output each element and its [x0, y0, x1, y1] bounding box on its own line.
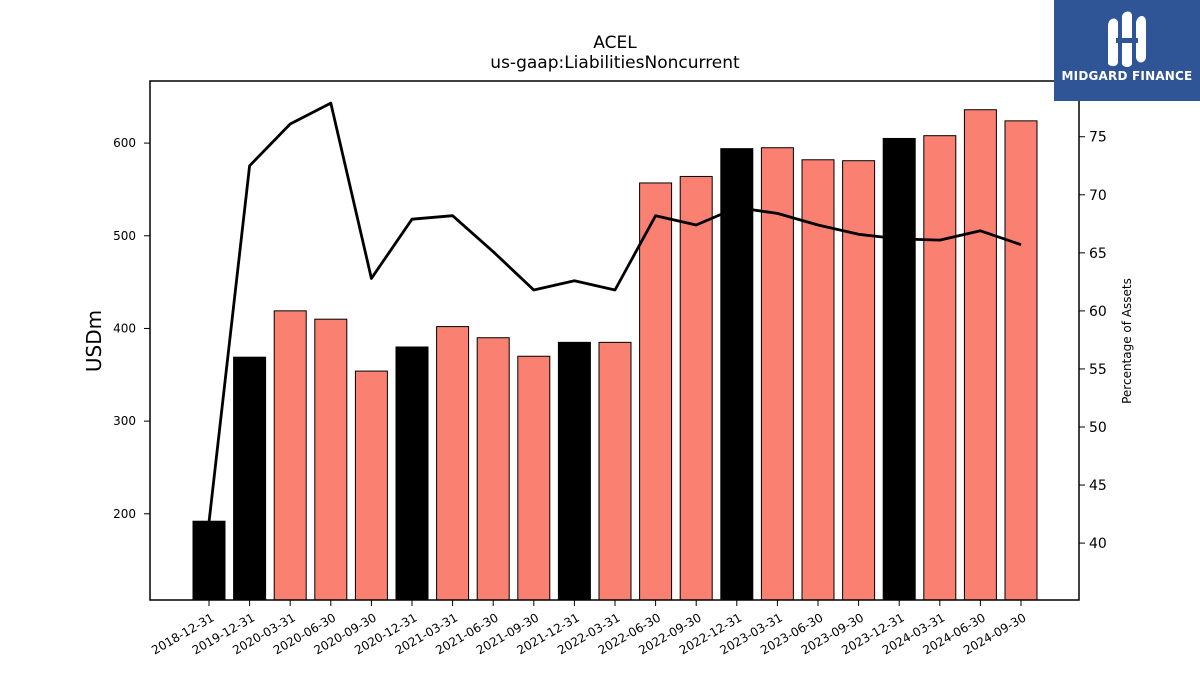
- logo-text: MIDGARD FINANCE: [1061, 69, 1193, 83]
- left-axis: 200 300 400 500 600: [113, 136, 150, 521]
- bar-2024-03-31: [923, 135, 957, 601]
- bar-2024-09-30: [1004, 120, 1038, 601]
- y2-tick-label-65: 65: [1089, 246, 1107, 262]
- logo-mark-icon: [1108, 11, 1146, 67]
- bar-2020-12-31: [395, 346, 429, 601]
- brand-logo: MIDGARD FINANCE: [1054, 0, 1200, 101]
- bar-2020-09-30: [354, 370, 388, 601]
- bar-2023-09-30: [842, 160, 876, 601]
- bar-2018-12-31: [192, 520, 226, 601]
- bar-2021-06-30: [476, 337, 510, 601]
- bar-2022-12-31: [720, 148, 754, 601]
- y2-tick-label-75: 75: [1089, 130, 1107, 146]
- y2-tick-label-55: 55: [1089, 362, 1107, 378]
- chart-title: ACEL: [593, 33, 637, 53]
- y-tick-label-300: 300: [113, 414, 136, 428]
- y-axis-label: USDm: [82, 310, 106, 372]
- y2-tick-label-70: 70: [1089, 188, 1107, 204]
- bar-2022-03-31: [598, 341, 632, 601]
- bar-2023-06-30: [801, 159, 835, 601]
- bar-2019-12-31: [233, 356, 267, 601]
- bar-2020-03-31: [273, 310, 307, 601]
- y-tick-label-500: 500: [113, 229, 136, 243]
- y-tick-label-600: 600: [113, 136, 136, 150]
- y2-tick-label-60: 60: [1089, 304, 1107, 320]
- bar-2021-03-31: [436, 326, 470, 601]
- y2-tick-label-50: 50: [1089, 420, 1107, 436]
- bar-2023-12-31: [882, 137, 916, 601]
- bar-2020-06-30: [314, 318, 348, 601]
- bar-2024-06-30: [963, 109, 997, 601]
- y2-tick-label-40: 40: [1089, 536, 1107, 552]
- y2-axis-label: Percentage of Assets: [1120, 278, 1134, 404]
- chart-subtitle: us-gaap:LiabilitiesNoncurrent: [490, 53, 740, 73]
- y-tick-label-400: 400: [113, 321, 136, 335]
- line-layer: [207, 101, 1022, 523]
- bars-layer: [192, 109, 1038, 601]
- bar-2021-12-31: [557, 341, 591, 601]
- x-axis: 2018-12-312019-12-312020-03-312020-06-30…: [149, 600, 1029, 657]
- bar-2022-06-30: [639, 182, 673, 601]
- bar-2021-09-30: [517, 355, 551, 601]
- line-series-percentage-of-assets: [207, 101, 1022, 523]
- bar-2023-03-31: [760, 147, 794, 601]
- bar-2022-09-30: [679, 175, 713, 601]
- y2-tick-label-45: 45: [1089, 478, 1107, 494]
- y-tick-label-200: 200: [113, 507, 136, 521]
- right-axis: 40 45 50 55 60 65 70 75: [1079, 130, 1107, 552]
